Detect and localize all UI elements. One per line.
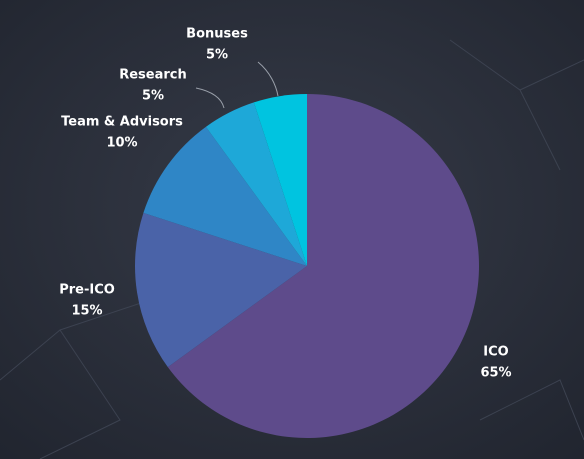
- slice-label: Research: [119, 68, 187, 83]
- pie: [135, 94, 480, 438]
- slice-value-label: 65%: [480, 366, 511, 381]
- pie-slice: [143, 126, 307, 266]
- slice-label: Pre-ICO: [59, 283, 115, 298]
- pie-slice: [135, 212, 307, 368]
- leader-line: [195, 87, 225, 109]
- background-network: [0, 39, 584, 459]
- pie-slice: [205, 102, 307, 267]
- slice-value-label: 15%: [71, 304, 102, 319]
- leader-line: [257, 61, 279, 97]
- pie-slice: [253, 94, 307, 266]
- slice-label: Team & Advisors: [61, 115, 183, 130]
- pie-slice: [167, 94, 480, 438]
- slice-value-label: 5%: [142, 89, 164, 104]
- slice-value-label: 5%: [206, 48, 228, 63]
- slice-label: ICO: [483, 345, 508, 360]
- slice-value-label: 10%: [106, 136, 137, 151]
- slice-label: Bonuses: [186, 27, 248, 42]
